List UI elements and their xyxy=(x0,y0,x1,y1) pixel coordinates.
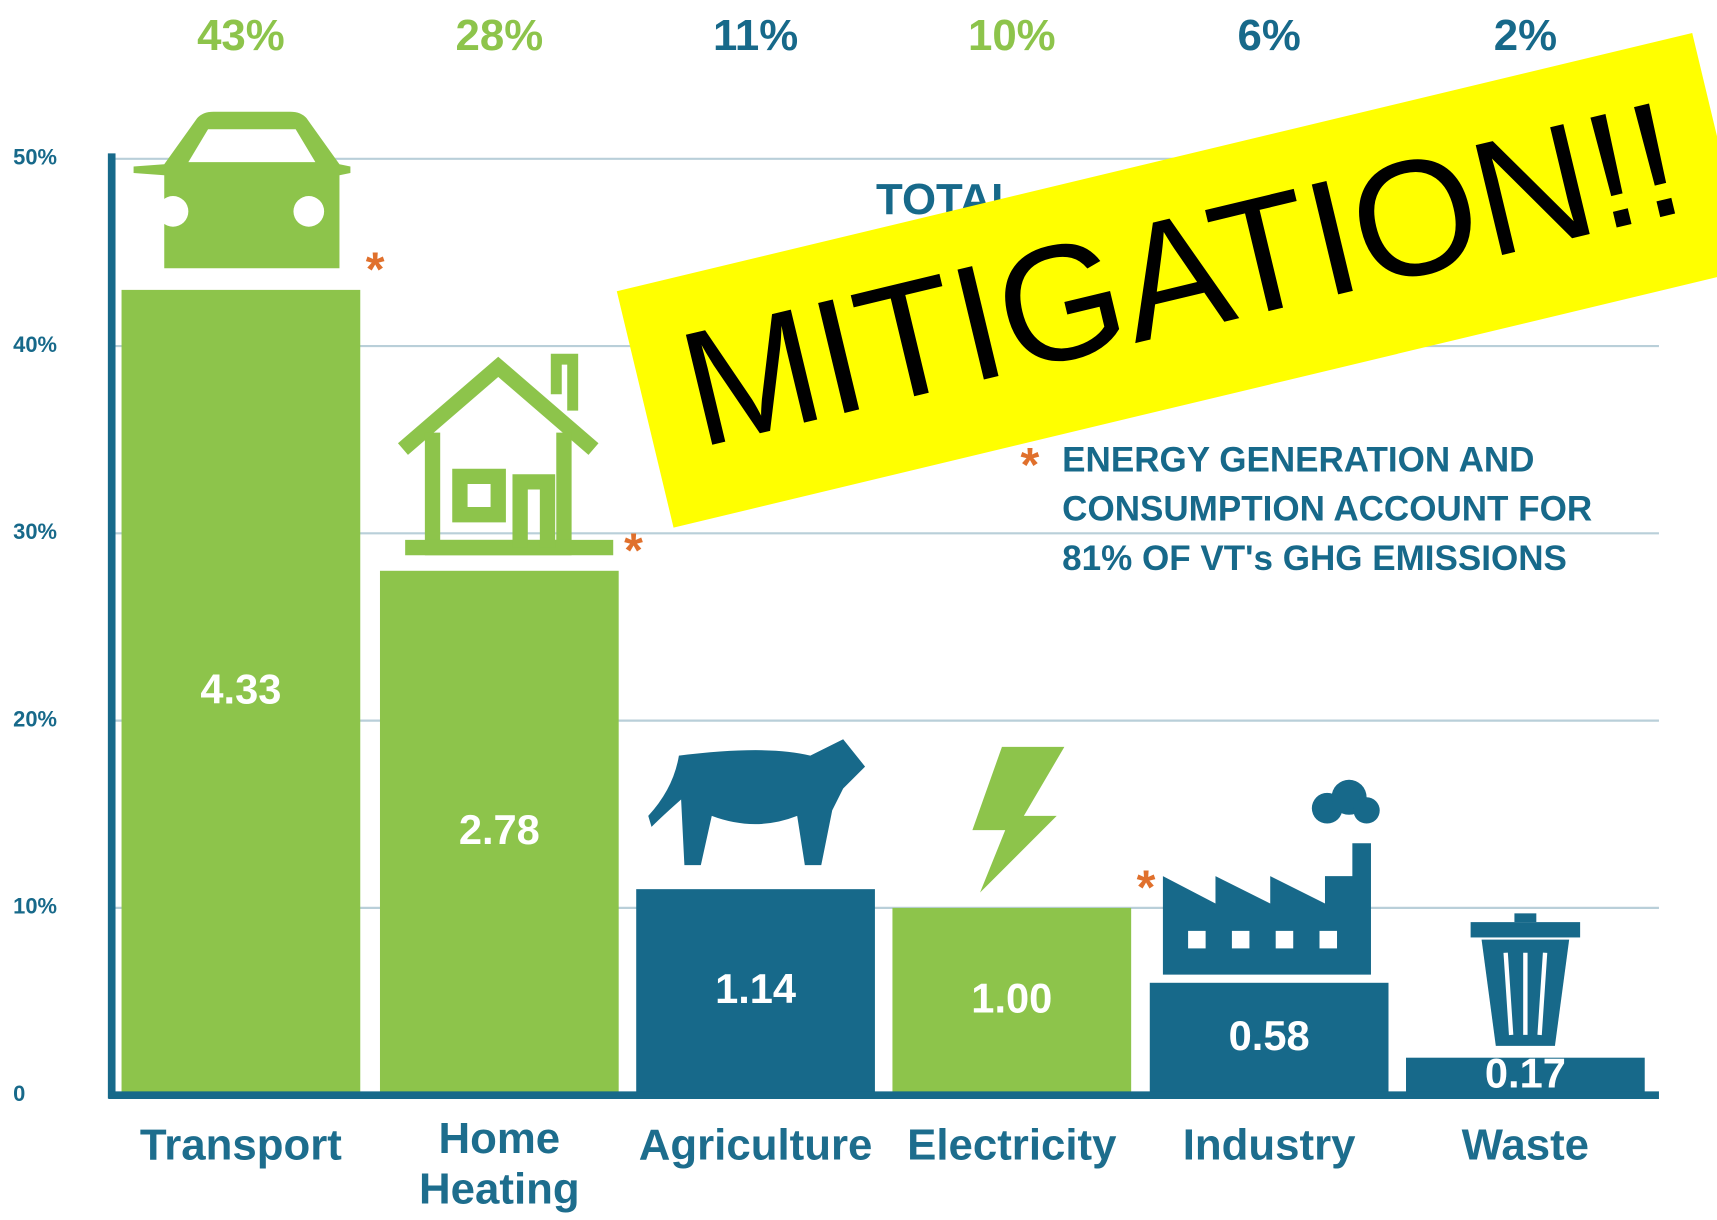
y-tick-label: 20% xyxy=(13,706,57,731)
amount-label: 0.58 xyxy=(1229,1012,1310,1059)
x-tick-label: Electricity xyxy=(907,1120,1117,1169)
icons xyxy=(133,111,1581,1046)
house-icon xyxy=(397,353,614,556)
amount-label: 0.17 xyxy=(1485,1049,1566,1096)
x-tick-label: Transport xyxy=(140,1120,342,1169)
factory-icon xyxy=(1162,779,1380,975)
y-tick-label: 40% xyxy=(13,332,57,357)
x-tick-label: Industry xyxy=(1183,1120,1356,1169)
y-tick-label: 10% xyxy=(13,894,57,919)
x-tick-label: Home Heating xyxy=(419,1114,580,1213)
amount-label: 4.33 xyxy=(200,666,281,713)
note-line: ENERGY GENERATION AND xyxy=(1062,440,1534,479)
y-tick-label: 30% xyxy=(13,519,57,544)
bolt-icon xyxy=(972,746,1065,893)
asterisk: * xyxy=(366,243,385,297)
note-asterisk: * xyxy=(1021,438,1040,492)
y-tick-label: 50% xyxy=(13,145,57,170)
amount-label: 1.14 xyxy=(715,965,796,1012)
value-label: 28% xyxy=(455,11,543,60)
y-tick-label: 0 xyxy=(13,1081,25,1106)
x-tick-label: Agriculture xyxy=(639,1120,873,1169)
value-label: 43% xyxy=(197,11,285,60)
bar xyxy=(892,907,1132,1096)
value-label: 6% xyxy=(1237,11,1300,60)
x-tick-label: Waste xyxy=(1462,1120,1589,1169)
value-label: 10% xyxy=(968,11,1056,60)
cow-icon xyxy=(648,739,866,866)
bar xyxy=(636,889,875,1096)
banner-bg xyxy=(616,33,1717,528)
value-label: 11% xyxy=(713,11,798,60)
amount-label: 2.78 xyxy=(459,806,540,853)
trash-icon xyxy=(1470,913,1581,1046)
value-label: 2% xyxy=(1494,11,1557,60)
banner-text: MITIGATION!! xyxy=(665,65,1698,482)
bar xyxy=(379,570,619,1096)
amount-label: 1.00 xyxy=(971,974,1052,1021)
bar xyxy=(1406,1057,1645,1096)
bar xyxy=(121,289,361,1096)
bar xyxy=(1149,982,1389,1096)
note-line: CONSUMPTION ACCOUNT FOR xyxy=(1062,490,1592,529)
note-line: 81% OF VT's GHG EMISSIONS xyxy=(1062,539,1567,578)
asterisk: * xyxy=(624,524,643,578)
car-icon xyxy=(133,111,351,269)
asterisk: * xyxy=(1137,861,1156,915)
